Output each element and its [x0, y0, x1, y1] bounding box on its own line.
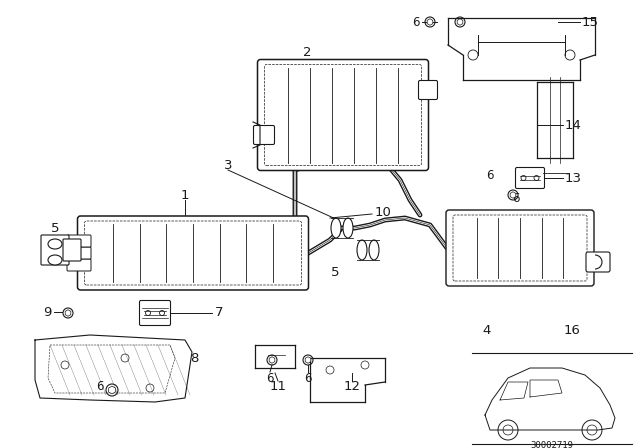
- Ellipse shape: [48, 255, 62, 265]
- Text: 6: 6: [266, 371, 274, 384]
- FancyBboxPatch shape: [586, 252, 610, 272]
- Text: 6: 6: [512, 191, 520, 204]
- FancyBboxPatch shape: [67, 259, 91, 271]
- Ellipse shape: [343, 218, 353, 238]
- Text: 14: 14: [565, 119, 582, 132]
- FancyBboxPatch shape: [419, 81, 438, 99]
- FancyBboxPatch shape: [41, 235, 69, 265]
- FancyBboxPatch shape: [257, 60, 429, 171]
- Text: 30002719: 30002719: [531, 440, 573, 448]
- Text: 3: 3: [224, 159, 232, 172]
- Text: 5: 5: [51, 221, 60, 234]
- FancyBboxPatch shape: [63, 239, 81, 261]
- Text: 11: 11: [269, 380, 287, 393]
- Text: 6: 6: [304, 371, 312, 384]
- Ellipse shape: [331, 218, 341, 238]
- Text: 8: 8: [190, 352, 198, 365]
- FancyBboxPatch shape: [253, 125, 275, 145]
- Text: 6: 6: [486, 168, 493, 181]
- FancyBboxPatch shape: [67, 235, 91, 247]
- Text: 6: 6: [96, 380, 104, 393]
- FancyBboxPatch shape: [515, 168, 545, 189]
- Text: 15: 15: [582, 16, 599, 29]
- Text: 7: 7: [215, 306, 223, 319]
- Text: 9: 9: [44, 306, 52, 319]
- FancyBboxPatch shape: [67, 247, 91, 259]
- Text: 16: 16: [564, 323, 580, 336]
- Text: 12: 12: [344, 380, 360, 393]
- FancyBboxPatch shape: [77, 216, 308, 290]
- Ellipse shape: [369, 240, 379, 260]
- Text: 10: 10: [375, 206, 392, 219]
- Text: 1: 1: [180, 189, 189, 202]
- Text: 4: 4: [483, 323, 491, 336]
- Text: 6: 6: [412, 16, 420, 29]
- Text: 2: 2: [303, 46, 311, 59]
- Ellipse shape: [48, 239, 62, 249]
- FancyBboxPatch shape: [140, 301, 170, 326]
- FancyBboxPatch shape: [446, 210, 594, 286]
- Polygon shape: [35, 335, 192, 402]
- Ellipse shape: [357, 240, 367, 260]
- Text: 5: 5: [331, 266, 339, 279]
- Text: 13: 13: [565, 172, 582, 185]
